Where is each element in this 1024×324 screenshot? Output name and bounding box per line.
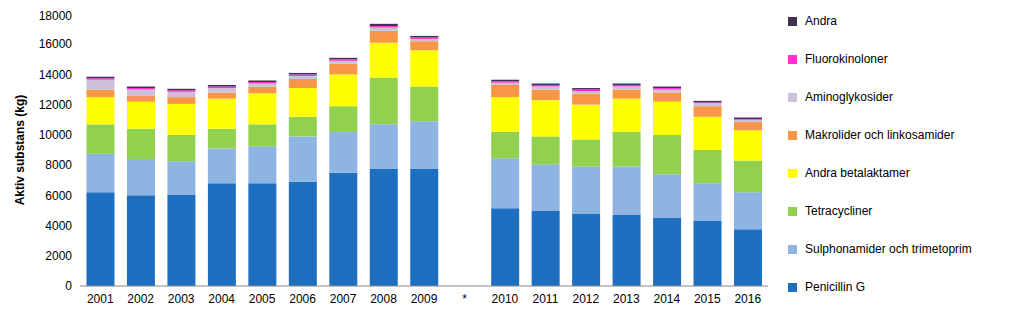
svg-text:12000: 12000	[39, 98, 73, 112]
svg-text:2000: 2000	[45, 249, 72, 263]
svg-text:2008: 2008	[370, 292, 397, 306]
svg-text:2011: 2011	[533, 292, 559, 306]
svg-text:2012: 2012	[573, 292, 600, 306]
svg-text:Aktiv substans (kg): Aktiv substans (kg)	[13, 95, 27, 206]
svg-text:10000: 10000	[39, 128, 73, 142]
svg-text:0: 0	[65, 279, 72, 293]
svg-text:2015: 2015	[694, 292, 721, 306]
svg-text:2001: 2001	[87, 292, 114, 306]
svg-text:2007: 2007	[330, 292, 357, 306]
svg-text:4000: 4000	[45, 219, 72, 233]
html-text:Sulphonamider och trimetoprim: Sulphonamider och trimetoprim	[805, 242, 972, 256]
svg-text:2002: 2002	[127, 292, 154, 306]
html-text:Aminoglykosider: Aminoglykosider	[805, 90, 893, 104]
svg-text:6000: 6000	[45, 189, 72, 203]
svg-text:*: *	[462, 292, 467, 306]
html-text:Penicillin G: Penicillin G	[805, 280, 865, 294]
html-text:Tetracycliner: Tetracycliner	[805, 204, 873, 218]
svg-text:2010: 2010	[492, 292, 519, 306]
html-text:Makrolider och linkosamider: Makrolider och linkosamider	[805, 128, 955, 142]
svg-text:16000: 16000	[39, 37, 73, 51]
html-text:Fluorokinoloner: Fluorokinoloner	[805, 52, 888, 66]
svg-text:18000: 18000	[39, 9, 73, 23]
html-text:Andra: Andra	[805, 14, 837, 28]
svg-text:2016: 2016	[734, 292, 761, 306]
svg-text:14000: 14000	[39, 68, 73, 82]
html-text:Andra betalaktamer: Andra betalaktamer	[805, 166, 910, 180]
svg-text:2013: 2013	[613, 292, 640, 306]
svg-text:2005: 2005	[249, 292, 276, 306]
svg-text:2003: 2003	[168, 292, 195, 306]
svg-text:2004: 2004	[208, 292, 235, 306]
svg-text:8000: 8000	[45, 158, 72, 172]
svg-text:2009: 2009	[411, 292, 438, 306]
svg-text:2006: 2006	[289, 292, 316, 306]
svg-text:2014: 2014	[653, 292, 680, 306]
